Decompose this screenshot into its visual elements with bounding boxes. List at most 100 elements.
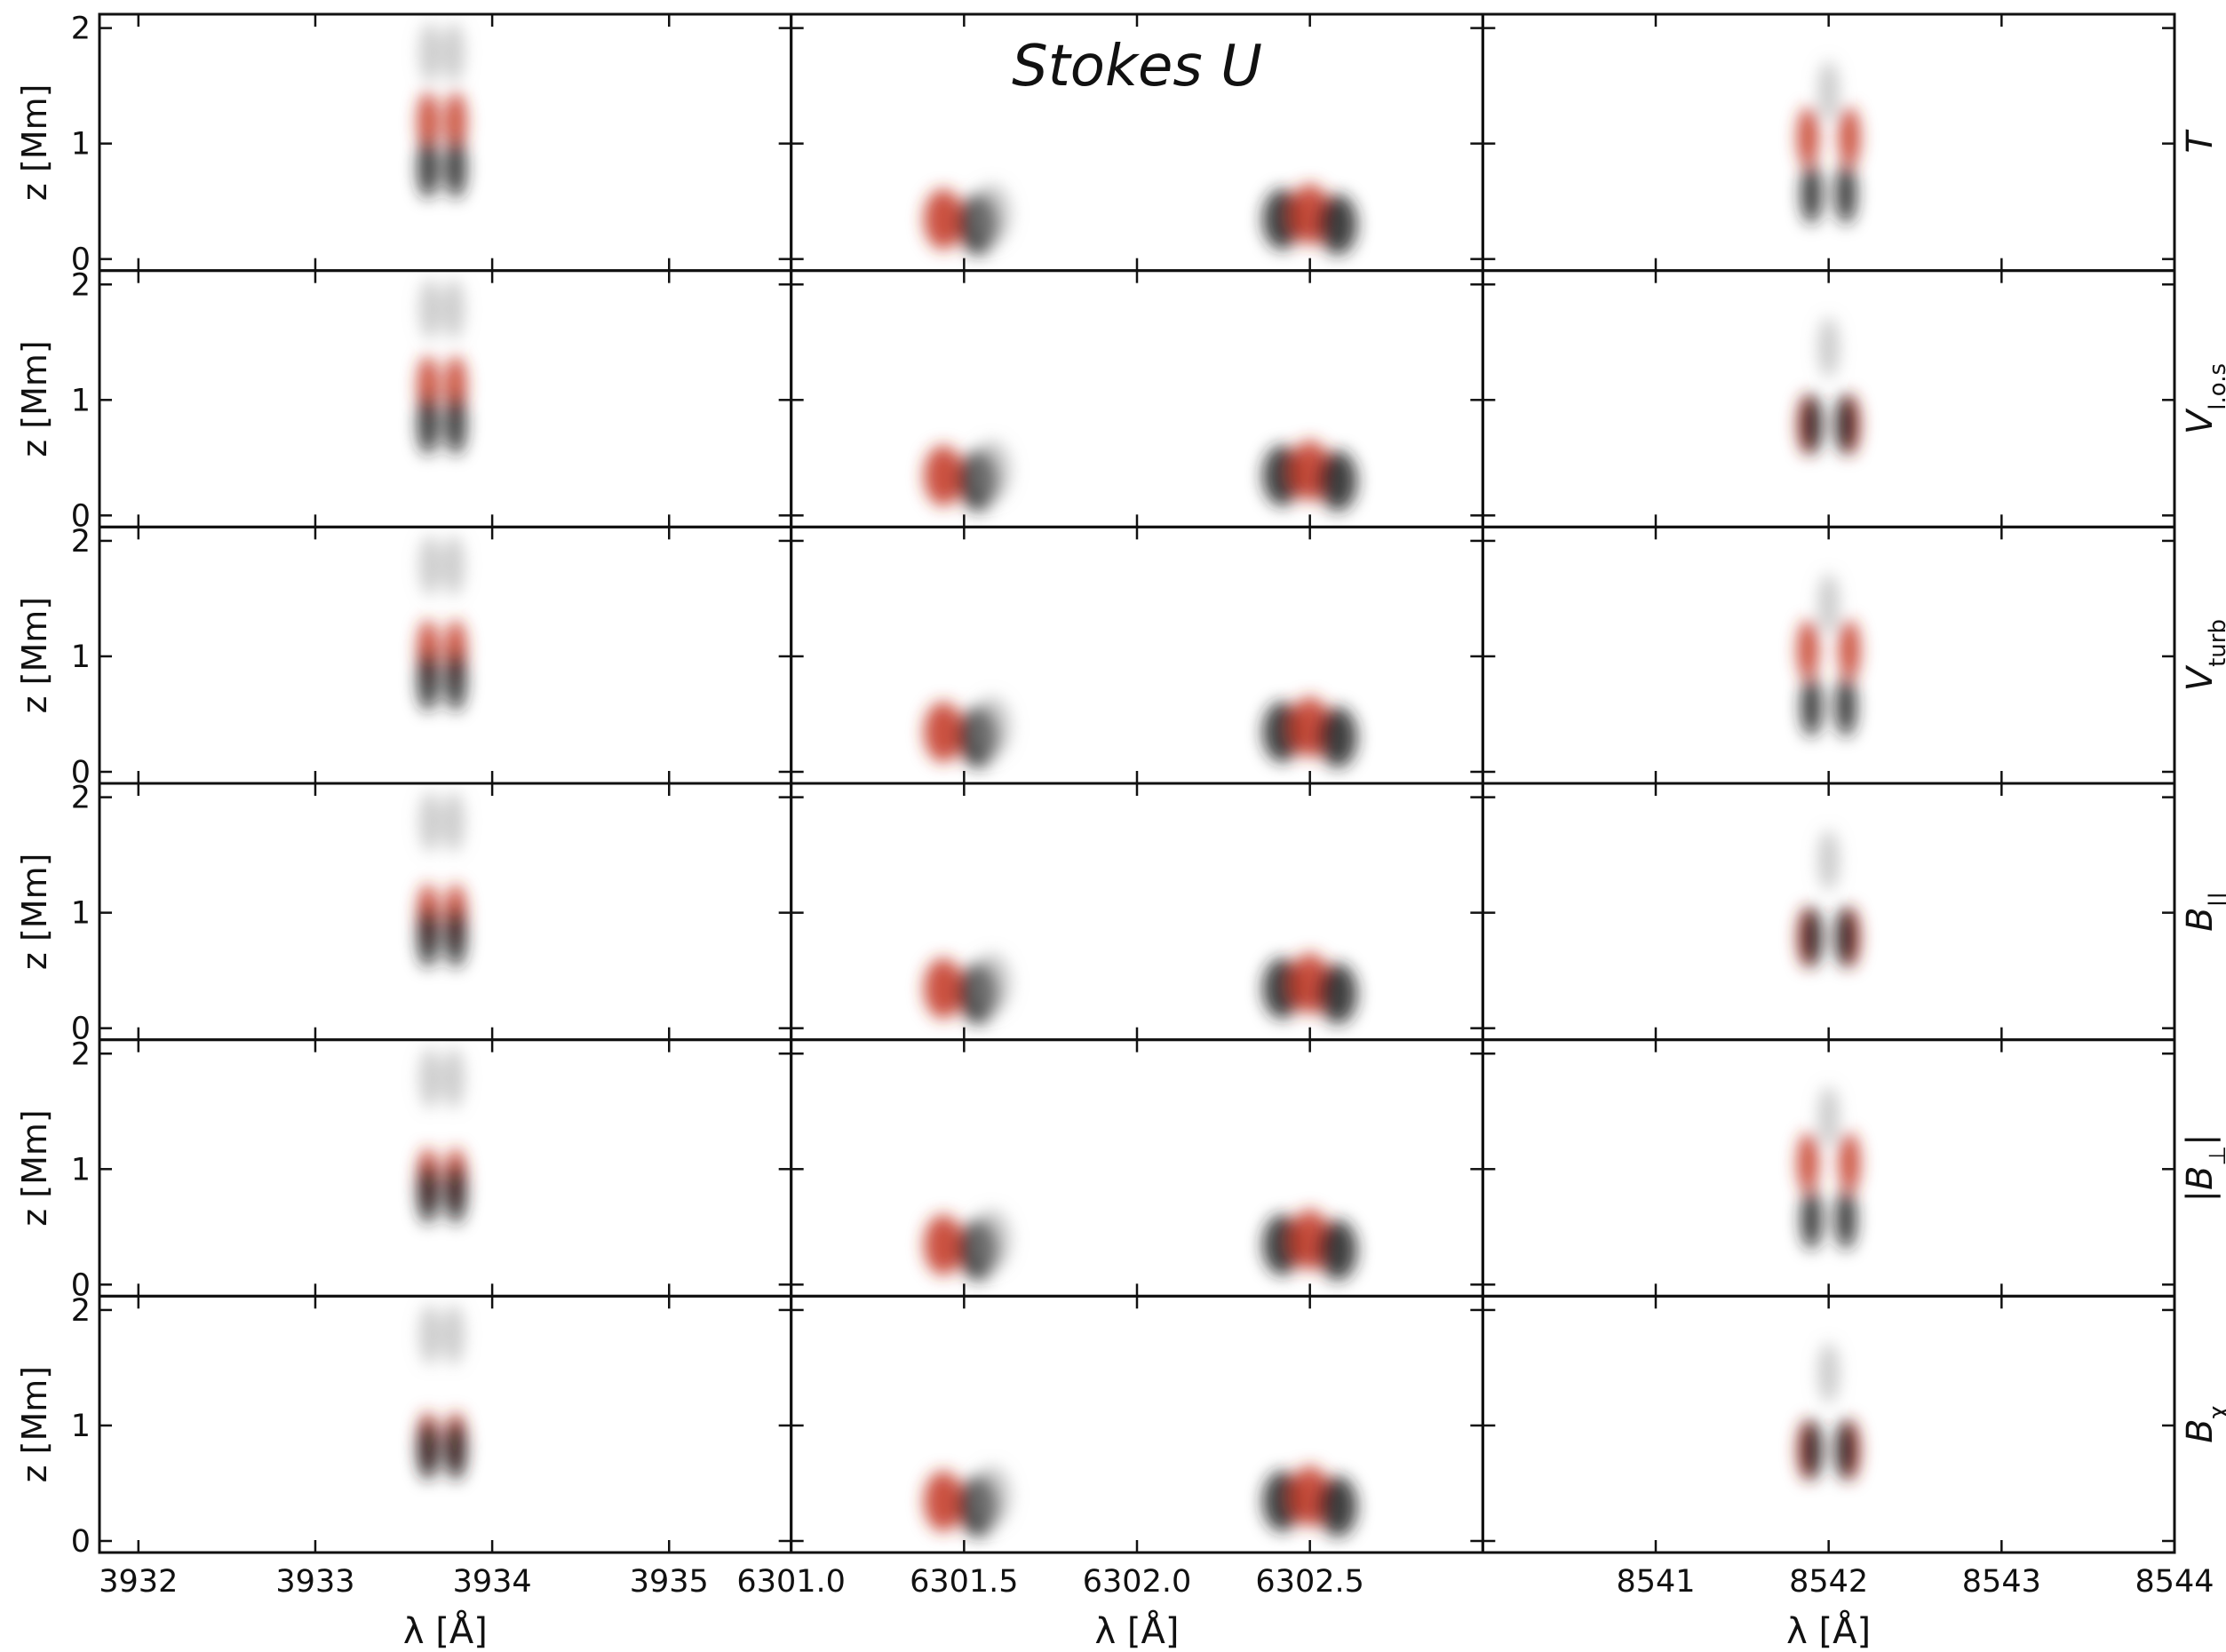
heatmap: [417, 535, 467, 711]
blob: [417, 138, 439, 199]
blob: [1835, 1188, 1857, 1250]
blob: [1835, 676, 1857, 737]
blob: [1801, 676, 1823, 737]
blob: [1817, 830, 1840, 891]
x-axis-label: λ [Å]: [1095, 1609, 1180, 1652]
blob: [442, 1047, 465, 1108]
blob: [1801, 163, 1823, 225]
heatmap: [1797, 830, 1861, 968]
blob: [1801, 1419, 1823, 1481]
heatmap: [417, 278, 467, 455]
x-tick-label: 3932: [99, 1564, 178, 1600]
blob: [1317, 1219, 1357, 1281]
blob: [1797, 619, 1819, 680]
row-label: T: [2180, 129, 2221, 154]
heatmap: [923, 953, 1357, 1024]
row-label-part: turb: [2205, 619, 2226, 667]
blob: [1797, 107, 1819, 168]
blob: [923, 702, 963, 763]
blob: [419, 791, 441, 853]
blob: [1317, 450, 1357, 512]
blob: [419, 1047, 441, 1108]
blob: [445, 1163, 467, 1224]
y-tick-label: 0: [71, 1524, 91, 1560]
x-tick-label: 8541: [1616, 1564, 1695, 1600]
blob: [923, 445, 963, 506]
row-label: B||: [2180, 892, 2226, 932]
blob: [923, 1214, 963, 1275]
blob: [442, 535, 465, 596]
row-label-part: V: [2180, 664, 2221, 691]
blob: [972, 696, 1012, 758]
chart-title: Stokes U: [1012, 34, 1262, 99]
heatmap: [417, 1047, 467, 1224]
x-tick-label: 8544: [2135, 1564, 2214, 1600]
blob: [442, 22, 465, 83]
row-label-part: ⊥: [2205, 1146, 2226, 1166]
blob: [417, 1163, 439, 1224]
blob: [1817, 573, 1840, 634]
y-tick-label: 1: [71, 1409, 91, 1444]
blob: [1317, 1476, 1357, 1537]
blob: [923, 1471, 963, 1532]
x-tick-label: 6301.5: [910, 1564, 1018, 1600]
heatmap: [923, 696, 1357, 768]
blob: [1835, 163, 1857, 225]
blob: [419, 22, 441, 83]
y-tick-label: 2: [71, 267, 91, 303]
y-axis-label: z [Mm]: [15, 340, 54, 457]
blob: [972, 1465, 1012, 1527]
blob: [923, 957, 963, 1019]
y-tick-label: 1: [71, 127, 91, 163]
blob: [1801, 393, 1823, 455]
blob: [445, 907, 467, 968]
blob: [1839, 619, 1861, 680]
row-label-part: B: [2180, 1166, 2221, 1190]
row-label-part: T: [2180, 129, 2221, 154]
blob: [1839, 107, 1861, 168]
blob: [419, 535, 441, 596]
heatmap: [1797, 573, 1861, 737]
y-tick-label: 1: [71, 383, 91, 418]
heatmap: [923, 1209, 1357, 1281]
blob: [445, 138, 467, 199]
y-tick-label: 0: [71, 242, 91, 278]
row-label: Bχ: [2180, 1405, 2226, 1442]
y-tick-label: 1: [71, 1152, 91, 1187]
row-label: Vl.o.s: [2180, 363, 2226, 434]
x-tick-label: 8542: [1789, 1564, 1868, 1600]
blob: [1835, 907, 1857, 968]
blob: [445, 1419, 467, 1481]
heatmap: [923, 440, 1357, 512]
blob: [1317, 963, 1357, 1024]
y-tick-label: 2: [71, 1036, 91, 1072]
x-tick-label: 6302.0: [1083, 1564, 1191, 1600]
blob: [442, 791, 465, 853]
y-tick-label: 0: [71, 1267, 91, 1303]
x-tick-label: 6301.0: [736, 1564, 845, 1600]
blob: [1817, 1086, 1840, 1148]
heatmap: [417, 1304, 467, 1481]
x-axis-label: λ [Å]: [1786, 1609, 1871, 1652]
heatmap: [1797, 1086, 1861, 1250]
x-tick-label: 8543: [1962, 1564, 2041, 1600]
blob: [1801, 907, 1823, 968]
blob: [1835, 393, 1857, 455]
blob: [1817, 60, 1840, 122]
y-tick-label: 2: [71, 12, 91, 47]
y-axis-label: z [Mm]: [15, 1109, 54, 1226]
row-label-part: ||: [2205, 892, 2226, 908]
y-tick-label: 2: [71, 781, 91, 816]
row-label-part: B: [2180, 1418, 2221, 1442]
row-label-part: l.o.s: [2205, 363, 2226, 410]
blob: [417, 393, 439, 455]
row-label-part: χ: [2205, 1405, 2226, 1418]
blob: [419, 278, 441, 339]
blob: [1835, 1419, 1857, 1481]
blob: [972, 1209, 1012, 1270]
blob: [923, 188, 963, 250]
blob: [417, 1419, 439, 1481]
blob: [417, 650, 439, 711]
